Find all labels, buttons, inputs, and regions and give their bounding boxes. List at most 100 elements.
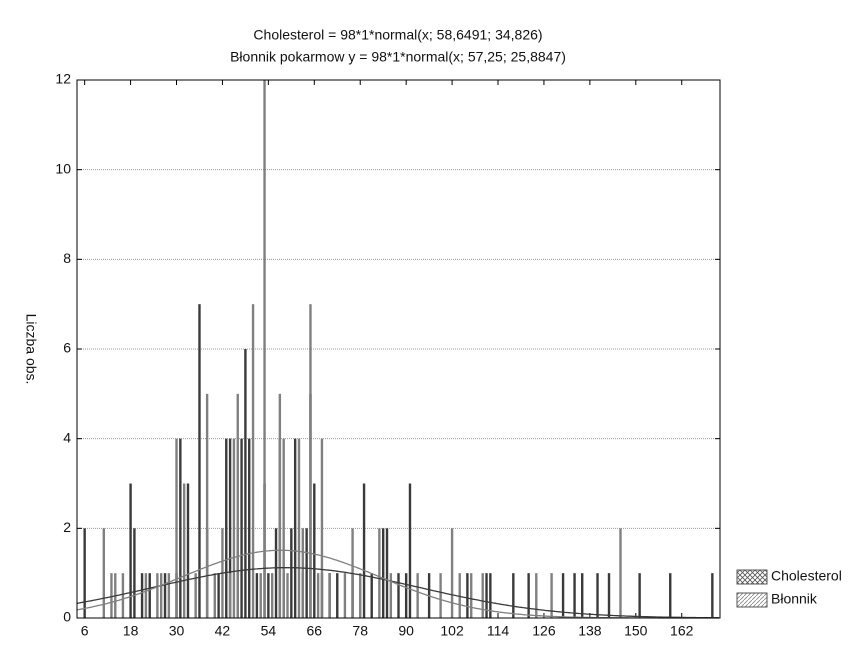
x-tick-label: 6 (81, 623, 89, 639)
bar (263, 80, 266, 618)
bar (359, 573, 362, 618)
bar (581, 573, 584, 618)
bar (316, 573, 320, 618)
bar (336, 573, 339, 618)
bar (251, 304, 255, 618)
bar (408, 483, 412, 618)
bar (102, 528, 105, 618)
bar (489, 573, 492, 618)
bar (121, 573, 125, 618)
y-tick-label: 10 (55, 160, 71, 176)
bar (293, 438, 297, 618)
bar (404, 573, 408, 618)
bar (255, 573, 259, 618)
bar (619, 528, 622, 618)
bar (458, 573, 461, 618)
plot-frame (76, 79, 721, 619)
bar (144, 573, 148, 618)
bar (466, 573, 469, 618)
bar (228, 573, 232, 618)
bar (389, 573, 393, 618)
bar (232, 438, 236, 618)
bar (167, 573, 171, 618)
bar (156, 573, 159, 618)
bar (228, 438, 232, 618)
y-tick-label: 8 (63, 250, 71, 266)
x-tick-label: 138 (578, 623, 602, 639)
bar (512, 573, 515, 618)
chart-subtitle: Błonnik pokarmow y = 98*1*normal(x; 57,2… (230, 49, 566, 65)
bar (198, 304, 201, 618)
bar (186, 483, 190, 618)
y-tick-label: 2 (63, 519, 71, 535)
bar (267, 573, 270, 618)
legend-label: Cholesterol (771, 568, 842, 584)
bar (248, 438, 251, 618)
bar (205, 393, 209, 618)
y-tick-label: 12 (55, 71, 71, 87)
bar (148, 573, 151, 618)
legend-swatch (736, 592, 768, 608)
bar (179, 438, 182, 618)
x-tick-label: 78 (352, 623, 368, 639)
bar (290, 528, 293, 618)
bar (485, 573, 488, 618)
bar (343, 573, 347, 618)
bar (669, 573, 672, 618)
bar (378, 528, 381, 618)
bar (711, 573, 714, 618)
bar (225, 438, 228, 618)
bar (470, 573, 473, 618)
bar (240, 438, 243, 618)
bar (309, 304, 312, 618)
fit-curve (76, 567, 719, 619)
bar (217, 573, 220, 618)
legend-swatch (736, 569, 768, 585)
bar (182, 483, 186, 618)
bar (274, 528, 278, 618)
bar (194, 573, 197, 618)
x-tick-label: 42 (215, 623, 231, 639)
x-tick-label: 30 (169, 623, 185, 639)
bar (320, 438, 324, 618)
bar (259, 573, 262, 618)
bar (362, 483, 366, 618)
bar (481, 573, 484, 618)
bar (129, 483, 132, 618)
bar (213, 573, 216, 618)
x-tick-label: 102 (440, 623, 464, 639)
x-tick-label: 150 (624, 623, 648, 639)
bar (596, 573, 599, 618)
x-tick-label: 126 (532, 623, 556, 639)
y-tick-label: 0 (63, 609, 71, 625)
bar (439, 573, 442, 618)
y-tick-label: 4 (63, 429, 71, 445)
x-tick-label: 54 (261, 623, 277, 639)
bar (270, 573, 274, 618)
bar (328, 573, 331, 618)
bar (381, 528, 385, 618)
bar (370, 573, 373, 618)
x-tick-label: 66 (307, 623, 323, 639)
bar (385, 528, 389, 618)
bar (301, 528, 305, 618)
x-tick-label: 114 (487, 623, 510, 639)
y-tick-label: 6 (63, 340, 71, 356)
bar (133, 528, 136, 618)
bar (535, 573, 538, 618)
bar (305, 528, 308, 618)
bar (573, 573, 576, 618)
bar (175, 438, 178, 618)
bar (278, 393, 282, 618)
bar (244, 349, 247, 618)
bar (140, 573, 144, 618)
bar (416, 573, 419, 618)
bar (638, 573, 641, 618)
x-tick-label: 18 (123, 623, 139, 639)
bar (163, 573, 167, 618)
bar (397, 573, 400, 618)
y-axis-label: Liczba obs. (23, 314, 39, 385)
bar (561, 573, 565, 618)
x-tick-label: 162 (670, 623, 694, 639)
